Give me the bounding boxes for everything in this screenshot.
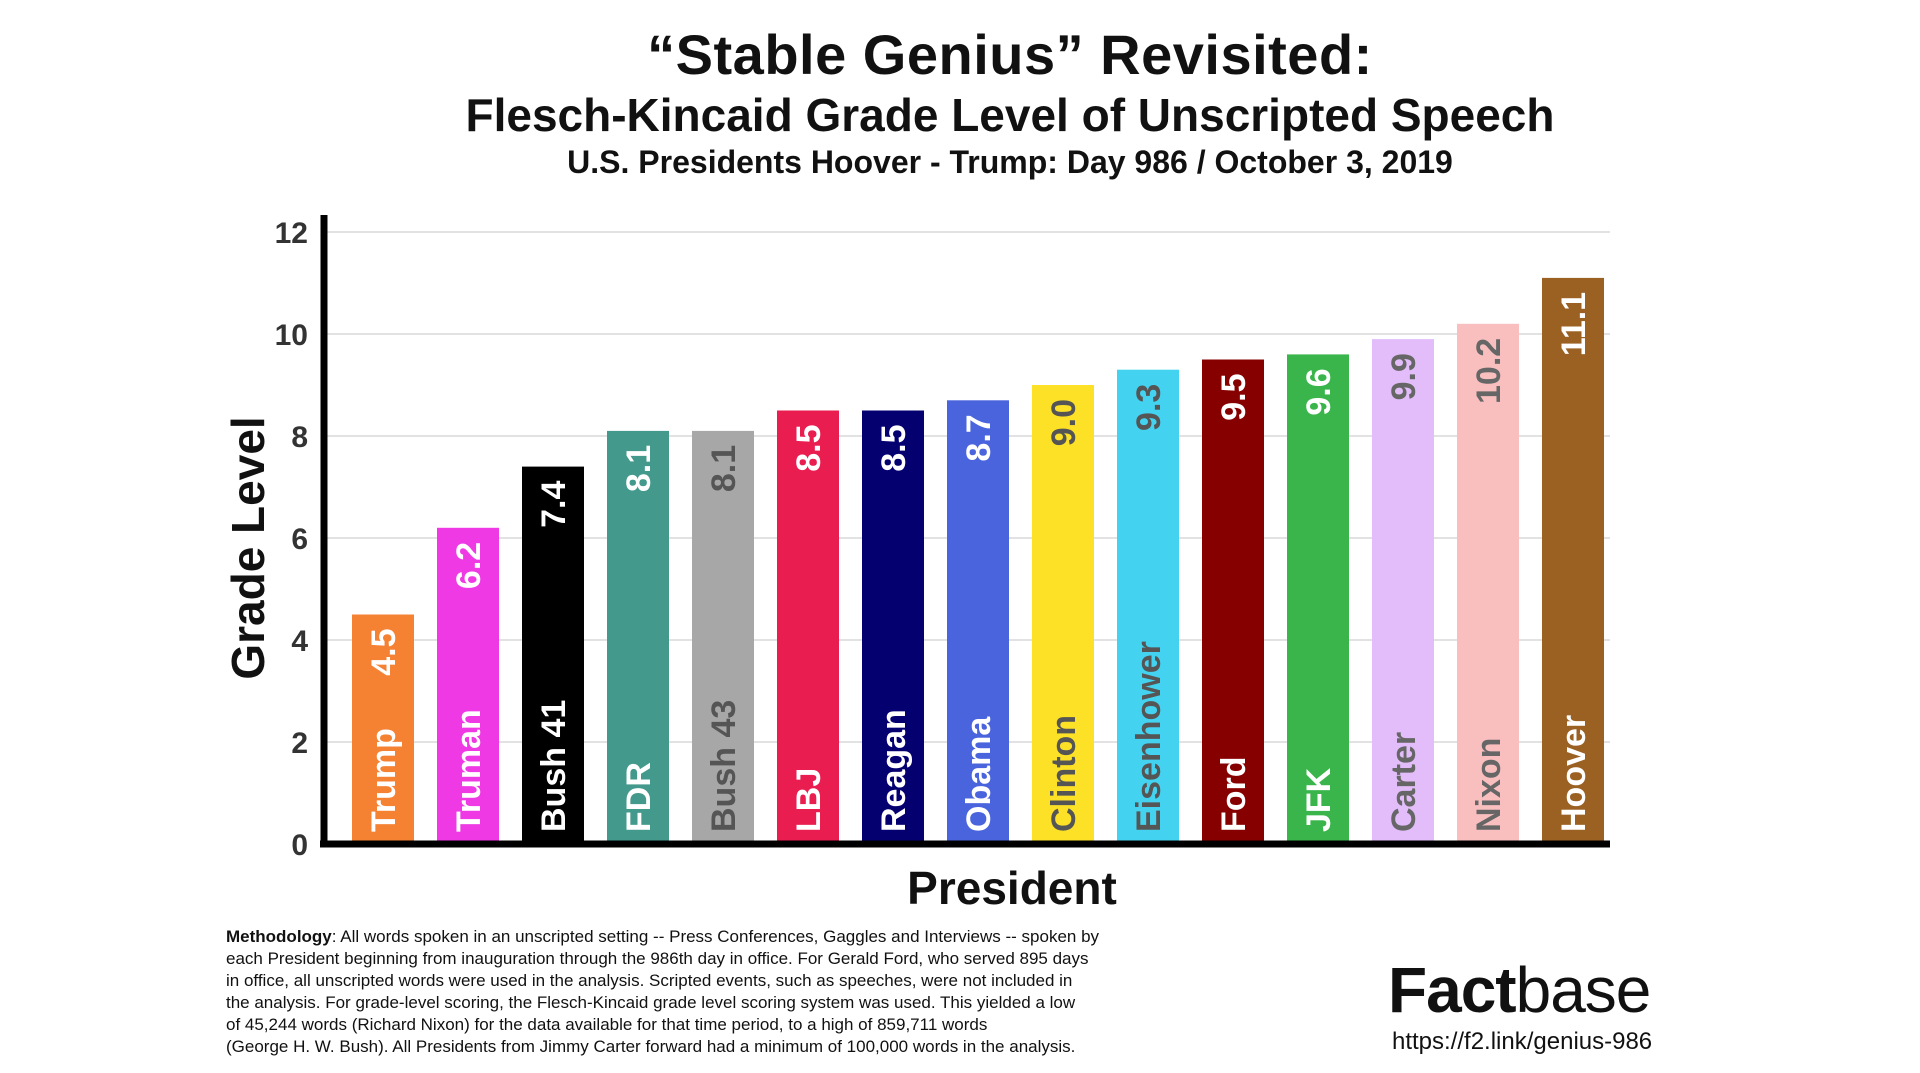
bar-category-label: Bush 41 bbox=[535, 700, 573, 832]
logo-text-bold: Fact bbox=[1388, 954, 1517, 1026]
methodology-line: in office, all unscripted words were use… bbox=[226, 971, 1073, 990]
methodology-note: Methodology: All words spoken in an unsc… bbox=[226, 926, 1236, 1058]
methodology-line: the analysis. For grade-level scoring, t… bbox=[226, 993, 1076, 1012]
bar-value-label: 9.6 bbox=[1300, 368, 1338, 415]
methodology-line: : All words spoken in an unscripted sett… bbox=[331, 927, 1100, 946]
bar bbox=[607, 430, 669, 844]
bar bbox=[1372, 339, 1434, 844]
bar bbox=[522, 466, 584, 844]
bar bbox=[947, 400, 1009, 844]
y-tick-label: 10 bbox=[275, 319, 308, 352]
bar bbox=[1542, 277, 1604, 844]
bar bbox=[692, 430, 754, 844]
bar-value-label: 8.7 bbox=[960, 414, 998, 461]
bar-value-label: 10.2 bbox=[1470, 338, 1508, 404]
bar bbox=[1287, 354, 1349, 844]
bar-value-label: 4.5 bbox=[365, 629, 403, 676]
chart-subtitle: Flesch-Kincaid Grade Level of Unscripted… bbox=[465, 89, 1555, 141]
bar-value-label: 8.5 bbox=[790, 425, 828, 472]
y-tick-label: 12 bbox=[275, 217, 308, 250]
bar-category-label: Obama bbox=[960, 716, 998, 832]
y-tick-label: 4 bbox=[291, 625, 308, 658]
source-url[interactable]: https://f2.link/genius-986 bbox=[1392, 1028, 1653, 1055]
bar bbox=[437, 527, 499, 844]
bar-category-label: Truman bbox=[450, 709, 488, 832]
bar-value-label: 9.0 bbox=[1045, 399, 1083, 446]
bar-value-label: 9.9 bbox=[1385, 353, 1423, 400]
bar-category-label: JFK bbox=[1300, 767, 1338, 832]
x-axis-label: President bbox=[907, 862, 1117, 914]
bar-value-label: 9.3 bbox=[1130, 384, 1168, 431]
bar bbox=[777, 410, 839, 844]
bar-category-label: Carter bbox=[1385, 732, 1423, 832]
factbase-logo: Factbase bbox=[1388, 955, 1688, 1025]
bar bbox=[1202, 359, 1264, 844]
methodology-line: of 45,244 words (Richard Nixon) for the … bbox=[226, 1015, 988, 1034]
bar bbox=[352, 614, 414, 844]
bar-category-label: Ford bbox=[1215, 756, 1253, 832]
methodology-line: each President beginning from inaugurati… bbox=[226, 949, 1089, 968]
bar-category-label: Eisenhower bbox=[1130, 641, 1168, 832]
bar-category-label: Nixon bbox=[1470, 738, 1508, 832]
chart-titles: “Stable Genius” Revisited: Flesch-Kincai… bbox=[0, 22, 1920, 182]
methodology-line: (George H. W. Bush). All Presidents from… bbox=[226, 1037, 1076, 1056]
bar-value-label: 8.1 bbox=[705, 445, 743, 492]
bar-value-label: 7.4 bbox=[535, 481, 573, 528]
chart-subtitle-2: U.S. Presidents Hoover - Trump: Day 986 … bbox=[567, 144, 1453, 180]
bar-value-label: 8.5 bbox=[875, 425, 913, 472]
bars: 4.5 Trump 6.2 Truman 7.4 Bush 41 8.1 FDR 8.1 Bush… bbox=[352, 277, 1604, 844]
bar bbox=[1457, 323, 1519, 844]
bar bbox=[1117, 369, 1179, 844]
bar-category-label: LBJ bbox=[790, 768, 828, 832]
chart-title: “Stable Genius” Revisited: bbox=[647, 23, 1373, 86]
bar-category-label: Reagan bbox=[875, 709, 913, 832]
bar-category-label: FDR bbox=[620, 762, 658, 832]
y-tick-label: 2 bbox=[291, 727, 308, 760]
y-tick-label: 8 bbox=[291, 421, 308, 454]
y-tick-label: 6 bbox=[291, 523, 308, 556]
bar-category-label: Bush 43 bbox=[705, 700, 743, 832]
bar-value-label: 8.1 bbox=[620, 445, 658, 492]
bar-category-label: Hoover bbox=[1555, 715, 1593, 832]
bar bbox=[862, 410, 924, 844]
y-tick-labels: 0 2 4 6 8 10 12 bbox=[275, 217, 309, 862]
logo-text-light: base bbox=[1515, 954, 1652, 1026]
bar-value-label: 9.5 bbox=[1215, 374, 1253, 421]
bar bbox=[1032, 385, 1094, 844]
y-axis-label: Grade Level bbox=[222, 416, 274, 679]
bar-value-label: 11.1 bbox=[1555, 292, 1593, 356]
bar-value-label: 6.2 bbox=[450, 542, 488, 589]
methodology-label: Methodology bbox=[226, 927, 332, 946]
bar-category-label: Trump bbox=[365, 728, 403, 832]
bar-category-label: Clinton bbox=[1045, 715, 1083, 832]
y-tick-label: 0 bbox=[291, 829, 308, 862]
